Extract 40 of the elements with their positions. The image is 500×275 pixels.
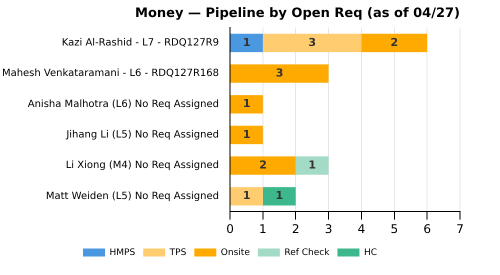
bar xyxy=(296,156,329,175)
data-label: 2 xyxy=(390,36,398,49)
legend-label: HMPS xyxy=(109,248,136,258)
legend-label: Onsite xyxy=(220,248,250,258)
data-label: 1 xyxy=(242,189,251,202)
x-tick-label: 2 xyxy=(292,222,300,236)
data-label: 1 xyxy=(242,128,251,141)
data-label: 3 xyxy=(308,36,316,49)
y-tick-label: Matt Weiden (L5) No Req Assigned xyxy=(46,190,219,202)
bar xyxy=(230,187,263,206)
legend-label: Ref Check xyxy=(284,248,330,258)
x-tick-label: 1 xyxy=(259,222,267,236)
data-label: 1 xyxy=(242,36,251,49)
data-label: 1 xyxy=(308,158,316,172)
bar xyxy=(262,34,362,52)
y-tick-label: Anisha Malhotra (L6) No Req Assigned xyxy=(28,98,219,110)
x-tick-label: 5 xyxy=(390,222,398,236)
data-label: 3 xyxy=(276,66,284,80)
data-label: 1 xyxy=(275,189,284,202)
x-tick-label: 6 xyxy=(423,222,431,236)
bar xyxy=(230,34,263,52)
y-tick-label: Li Xiong (M4) No Req Assigned xyxy=(66,160,219,172)
bar xyxy=(230,95,263,114)
bar xyxy=(361,34,428,52)
bar xyxy=(230,156,296,175)
bar xyxy=(262,187,296,206)
bar xyxy=(230,64,329,83)
y-tick-label: Jihang Li (L5) No Req Assigned xyxy=(65,130,219,141)
x-tick-label: 0 xyxy=(226,222,234,236)
y-tick-label: Kazi Al-Rashid - L7 - RDQ127R9 xyxy=(62,38,219,49)
x-tick-label: 4 xyxy=(358,222,366,236)
data-label: 2 xyxy=(259,158,267,172)
chart-title: Money — Pipeline by Open Req (as of 04/27) xyxy=(135,6,460,22)
data-label: 1 xyxy=(242,97,251,110)
bar xyxy=(230,126,263,144)
legend-label: HC xyxy=(364,248,378,258)
y-tick-label: Mahesh Venkataramani - L6 - RDQ127R168 xyxy=(2,68,219,80)
x-tick-label: 3 xyxy=(324,222,332,236)
legend-label: TPS xyxy=(168,248,187,258)
x-tick-label: 7 xyxy=(456,222,464,236)
